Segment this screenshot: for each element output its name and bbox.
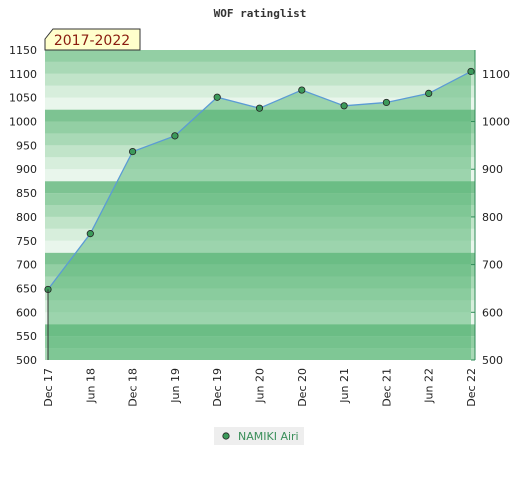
data-point[interactable] [382,98,390,107]
rating-band [45,97,475,110]
y-left-tick-label: 800 [16,211,37,224]
y-right-tick-label: 700 [482,259,503,272]
x-tick-label: Dec 22 [465,368,478,407]
data-point[interactable] [86,230,94,238]
legend-box [214,427,304,445]
x-tick-label: Jun 20 [254,368,267,404]
x-tick-label: Jun 19 [169,368,182,404]
y-left-tick-label: 550 [16,330,37,343]
x-tick-label: Jun 21 [338,368,351,404]
y-left-tick-label: 950 [16,139,37,152]
x-tick-label: Dec 21 [380,368,393,407]
data-point[interactable] [171,132,179,140]
y-right-tick-label: 600 [482,306,503,319]
legend[interactable]: NAMIKI Airi [214,427,304,445]
x-tick-label: Dec 17 [42,368,55,407]
y-left-tick-label: 1100 [9,68,37,81]
y-left-tick-label: 1000 [9,116,37,129]
legend-marker [222,432,230,440]
y-right-tick-label: 500 [482,354,503,367]
rating-band [45,73,475,86]
axes [47,50,476,360]
x-tick-label: Jun 18 [84,368,97,404]
period-badge: 2017-2022 [44,28,141,51]
data-point[interactable] [340,102,348,110]
legend-series-label: NAMIKI Airi [238,430,299,443]
x-tick-label: Jun 22 [423,368,436,404]
data-point[interactable] [213,93,221,101]
period-badge-box [44,28,141,51]
y-right-tick-label: 900 [482,163,503,176]
y-right-tick-label: 1100 [482,68,510,81]
rating-band [45,61,475,74]
y-left-tick-label: 500 [16,354,37,367]
y-left-tick-label: 1150 [9,44,37,57]
data-point[interactable] [129,147,137,156]
y-left-tick-label: 650 [16,282,37,295]
y-left-tick-label: 750 [16,235,37,248]
y-right-tick-label: 1000 [482,116,510,129]
x-tick-labels: Dec 17 Jun 18 Dec 18 Jun 19 Dec 19 Jun 20 Dec … [42,368,478,407]
x-tick-label: Dec 20 [296,368,309,407]
x-tick-label: Dec 19 [211,368,224,407]
y-left-tick-label: 700 [16,259,37,272]
chart-title: WOF ratinglist [214,7,307,20]
data-point[interactable] [467,67,475,76]
y-left-tick-label: 900 [16,163,37,176]
x-tick-label: Dec 18 [127,368,140,407]
data-point[interactable] [425,89,433,98]
y-right-tick-label: 800 [482,211,503,224]
series-area [48,71,471,360]
data-point[interactable] [255,104,264,112]
rating-band [45,85,475,98]
data-point[interactable] [298,86,306,94]
y-left-tick-label: 600 [16,306,37,319]
y-left-tick-label: 1050 [9,92,37,105]
y-left-tick-label: 850 [16,187,37,200]
y-right-tick-labels: 500 600 700 800 900 1000 1100 [471,68,510,367]
rating-band [45,50,475,62]
period-badge-label: 2017-2022 [54,33,130,49]
y-left-tick-labels: 500 550 600 650 700 750 800 850 900 950 1000 1050 11… [9,44,37,367]
